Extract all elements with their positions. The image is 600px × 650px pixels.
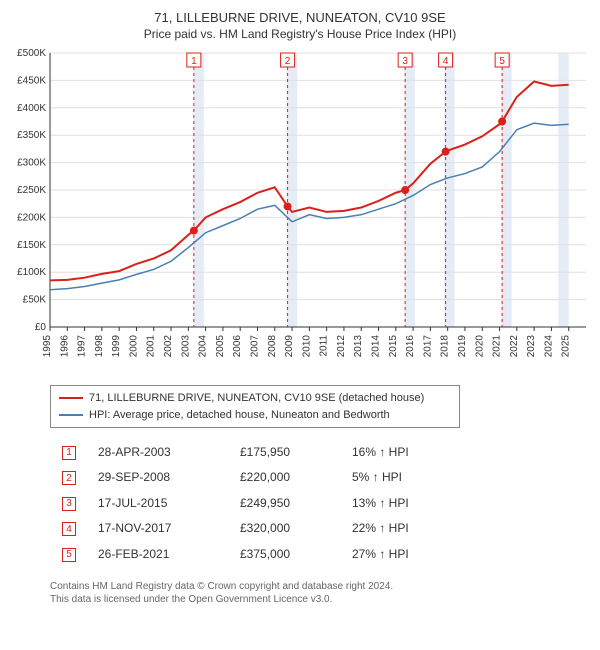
svg-text:5: 5 [499,56,505,67]
sale-delta: 27% ↑ HPI [342,542,419,566]
svg-text:2: 2 [285,56,291,67]
footer-line2: This data is licensed under the Open Gov… [50,593,592,606]
sale-price: £375,000 [230,542,340,566]
svg-text:1998: 1998 [94,335,105,358]
svg-text:2023: 2023 [526,335,537,358]
svg-text:2016: 2016 [405,335,416,358]
sale-date: 17-JUL-2015 [88,491,228,515]
svg-text:2011: 2011 [319,335,330,357]
svg-text:2015: 2015 [388,335,399,358]
legend-label: HPI: Average price, detached house, Nune… [89,407,390,424]
svg-text:2025: 2025 [561,335,572,358]
legend-item: 71, LILLEBURNE DRIVE, NUNEATON, CV10 9SE… [59,390,451,407]
sale-price: £249,950 [230,491,340,515]
legend-swatch [59,397,83,399]
price-chart: £0 £50K £100K £150K £200K £250K £300K £350K £400… [8,47,592,377]
svg-text:2005: 2005 [215,335,226,358]
sale-marker: 5 [52,542,86,566]
sale-price: £175,950 [230,440,340,464]
chart-canvas: £0 £50K £100K £150K £200K £250K £300K £350K £400… [8,47,592,377]
sale-delta: 16% ↑ HPI [342,440,419,464]
table-row: 128-APR-2003£175,95016% ↑ HPI [52,440,419,464]
footer-line1: Contains HM Land Registry data © Crown c… [50,580,592,593]
svg-text:2021: 2021 [492,335,503,358]
sale-date: 29-SEP-2008 [88,466,228,490]
table-row: 317-JUL-2015£249,95013% ↑ HPI [52,491,419,515]
svg-text:£50K: £50K [23,295,47,306]
sale-price: £320,000 [230,517,340,541]
svg-text:1: 1 [191,56,197,67]
svg-text:£450K: £450K [17,75,46,86]
svg-text:1997: 1997 [77,335,88,358]
svg-text:2001: 2001 [146,335,157,358]
sales-table: 128-APR-2003£175,95016% ↑ HPI229-SEP-200… [50,438,421,568]
sale-marker: 3 [52,491,86,515]
svg-text:£150K: £150K [17,240,46,251]
sale-marker: 1 [52,440,86,464]
footer-attribution: Contains HM Land Registry data © Crown c… [50,580,592,606]
table-row: 526-FEB-2021£375,00027% ↑ HPI [52,542,419,566]
svg-text:2017: 2017 [422,335,433,358]
sale-date: 26-FEB-2021 [88,542,228,566]
svg-text:£500K: £500K [17,48,46,59]
svg-text:£250K: £250K [17,185,46,196]
sale-delta: 13% ↑ HPI [342,491,419,515]
legend-label: 71, LILLEBURNE DRIVE, NUNEATON, CV10 9SE… [89,390,424,407]
svg-text:£200K: £200K [17,212,46,223]
svg-text:1999: 1999 [111,335,122,358]
svg-text:2010: 2010 [301,335,312,358]
svg-text:2002: 2002 [163,335,174,358]
sale-date: 28-APR-2003 [88,440,228,464]
svg-text:2018: 2018 [440,335,451,358]
legend-swatch [59,414,83,416]
svg-text:2003: 2003 [180,335,191,358]
svg-text:2013: 2013 [353,335,364,358]
svg-text:2019: 2019 [457,335,468,358]
chart-title: 71, LILLEBURNE DRIVE, NUNEATON, CV10 9SE [8,10,592,25]
svg-text:2020: 2020 [474,335,485,358]
sale-price: £220,000 [230,466,340,490]
svg-text:£300K: £300K [17,158,46,169]
svg-text:2006: 2006 [232,335,243,358]
svg-text:£350K: £350K [17,130,46,141]
svg-text:2007: 2007 [249,335,260,358]
sale-date: 17-NOV-2017 [88,517,228,541]
table-row: 229-SEP-2008£220,0005% ↑ HPI [52,466,419,490]
svg-text:2004: 2004 [198,335,209,358]
table-row: 417-NOV-2017£320,00022% ↑ HPI [52,517,419,541]
svg-text:1996: 1996 [59,335,70,358]
svg-text:4: 4 [443,56,449,67]
svg-text:1995: 1995 [42,335,53,358]
svg-text:2009: 2009 [284,335,295,358]
svg-text:2022: 2022 [509,335,520,358]
legend: 71, LILLEBURNE DRIVE, NUNEATON, CV10 9SE… [50,385,460,428]
legend-item: HPI: Average price, detached house, Nune… [59,407,451,424]
svg-text:£100K: £100K [17,267,46,278]
svg-text:3: 3 [402,56,408,67]
chart-subtitle: Price paid vs. HM Land Registry's House … [8,27,592,41]
svg-text:2014: 2014 [371,335,382,358]
svg-text:2012: 2012 [336,335,347,358]
sale-marker: 4 [52,517,86,541]
svg-text:2024: 2024 [543,335,554,358]
svg-text:2008: 2008 [267,335,278,358]
sale-delta: 22% ↑ HPI [342,517,419,541]
sale-delta: 5% ↑ HPI [342,466,419,490]
svg-text:£400K: £400K [17,103,46,114]
sale-marker: 2 [52,466,86,490]
svg-text:£0: £0 [35,322,47,333]
svg-text:2000: 2000 [128,335,139,358]
